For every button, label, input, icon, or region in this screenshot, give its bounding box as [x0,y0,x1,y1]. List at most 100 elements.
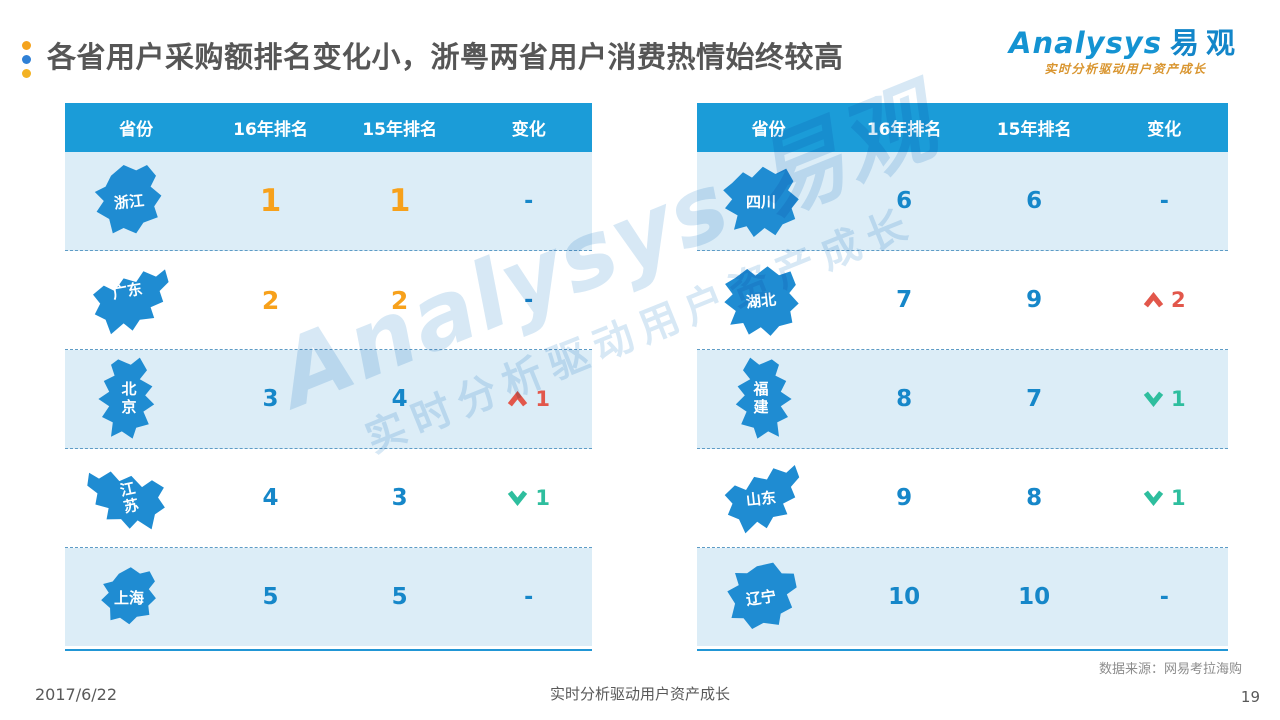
rank-15-value: 6 [1026,188,1043,214]
rank-16-value: 3 [262,386,279,412]
province-map-icon [724,266,799,336]
rank-16-value: 6 [896,188,913,214]
change-cell: 1 [1101,486,1228,510]
logo-brand-en: Analysys [1009,26,1162,60]
province-map-icon [98,357,155,439]
rank-15-value: 1 [388,183,411,219]
ranking-table-left: 省份 16年排名 15年排名 变化 浙江 1 1 - 广东 2 2 - [65,103,592,651]
province-cell: 湖北 [697,251,840,349]
ranking-table-right: 省份 16年排名 15年排名 变化 四川 6 6 - 湖北 7 9 [697,103,1228,651]
page-number: 19 [1240,688,1260,706]
change-cell: - [466,288,592,313]
rank-16-value: 5 [262,584,279,610]
rank-16-value: 2 [261,285,280,315]
rank-15-value: 4 [391,386,408,412]
dot-gold-icon [22,69,31,78]
change-value: 1 [535,387,551,411]
header-rank16: 16年排名 [866,120,942,140]
table-row: 辽宁 10 10 - [697,548,1228,646]
province-label: 福建 [751,381,770,417]
table-row: 广东 2 2 - [65,251,592,350]
province-cell: 浙江 [65,152,207,250]
down-arrow-icon [1143,391,1164,407]
header-rank15: 15年排名 [362,120,437,140]
rank-16-value: 4 [262,485,279,511]
header-rank16: 16年排名 [233,120,308,140]
province-label: 四川 [745,192,776,211]
rank-15-value: 3 [391,485,408,511]
no-change-dash: - [524,584,534,610]
table-row: 四川 6 6 - [697,152,1228,251]
header-change: 变化 [1147,120,1182,140]
table-row: 山东 9 8 1 [697,449,1228,548]
change-value: 2 [1170,288,1186,312]
dot-blue-icon [22,55,31,64]
no-change-dash: - [524,287,534,313]
page-title: 各省用户采购额排名变化小，浙粤两省用户消费热情始终较高 [47,40,844,74]
province-label: 浙江 [113,190,145,213]
province-cell: 四川 [697,152,840,250]
change-cell: 1 [466,387,592,411]
down-arrow-icon [508,490,528,506]
change-value: 1 [535,486,551,510]
province-cell: 山东 [697,449,840,547]
table-row: 湖北 7 9 2 [697,251,1228,350]
province-map-icon [101,567,156,625]
change-cell: 1 [1101,387,1228,411]
rank-16-value: 7 [896,287,913,313]
change-cell: 1 [466,486,592,510]
province-cell: 江苏 [65,449,207,547]
header-rank15: 15年排名 [996,120,1072,140]
change-value: 1 [1170,486,1186,510]
province-cell: 辽宁 [697,548,840,646]
logo-tagline: 实时分析驱动用户资产成长 [1044,61,1207,76]
change-cell: - [1101,189,1228,214]
no-change-dash: - [1159,584,1169,610]
province-label: 江苏 [116,479,141,517]
province-map-icon [94,165,162,234]
change-cell: - [466,189,592,214]
province-label: 辽宁 [744,586,778,609]
footer-slogan: 实时分析驱动用户资产成长 [549,685,730,703]
table-row: 北京 3 4 1 [65,350,592,449]
rank-15-value: 9 [1026,287,1043,313]
down-arrow-icon [1143,490,1164,506]
province-map-icon [724,464,800,534]
no-change-dash: - [524,188,534,214]
no-change-dash: - [1159,188,1169,214]
province-label: 上海 [113,588,144,607]
header-province: 省份 [119,120,154,140]
table-row: 浙江 1 1 - [65,152,592,251]
rank-16-value: 8 [896,386,913,412]
province-cell: 上海 [65,548,207,646]
header-change: 变化 [511,120,546,140]
province-map-icon [727,562,797,629]
province-map-icon [735,357,792,439]
province-map-icon [723,166,799,237]
title-bullet-dots-icon [22,41,31,78]
rank-15-value: 8 [1026,485,1043,511]
rank-16-value: 1 [259,183,282,219]
logo-brand-cn: 易观 [1169,26,1242,60]
rank-15-value: 7 [1026,386,1043,412]
dot-orange-icon [22,41,31,50]
rank-15-value: 2 [390,285,409,315]
province-cell: 广东 [65,251,207,349]
rank-16-value: 10 [888,584,921,610]
rank-15-value: 5 [391,584,408,610]
data-source-note: 数据来源：网易考拉海购 [1098,662,1242,677]
province-label: 广东 [110,279,144,303]
table-header-row: 省份 16年排名 15年排名 变化 [65,103,592,152]
change-cell: - [1101,585,1228,610]
rank-16-value: 9 [896,485,913,511]
change-cell: - [466,585,592,610]
province-cell: 北京 [65,350,207,448]
header-province: 省份 [751,120,786,140]
province-label: 山东 [745,487,777,510]
table-row: 上海 5 5 - [65,548,592,646]
table-header-row: 省份 16年排名 15年排名 变化 [697,103,1228,152]
province-cell: 福建 [697,350,840,448]
title-row: 各省用户采购额排名变化小，浙粤两省用户消费热情始终较高 [22,34,844,78]
table-row: 江苏 4 3 1 [65,449,592,548]
change-cell: 2 [1101,288,1228,312]
